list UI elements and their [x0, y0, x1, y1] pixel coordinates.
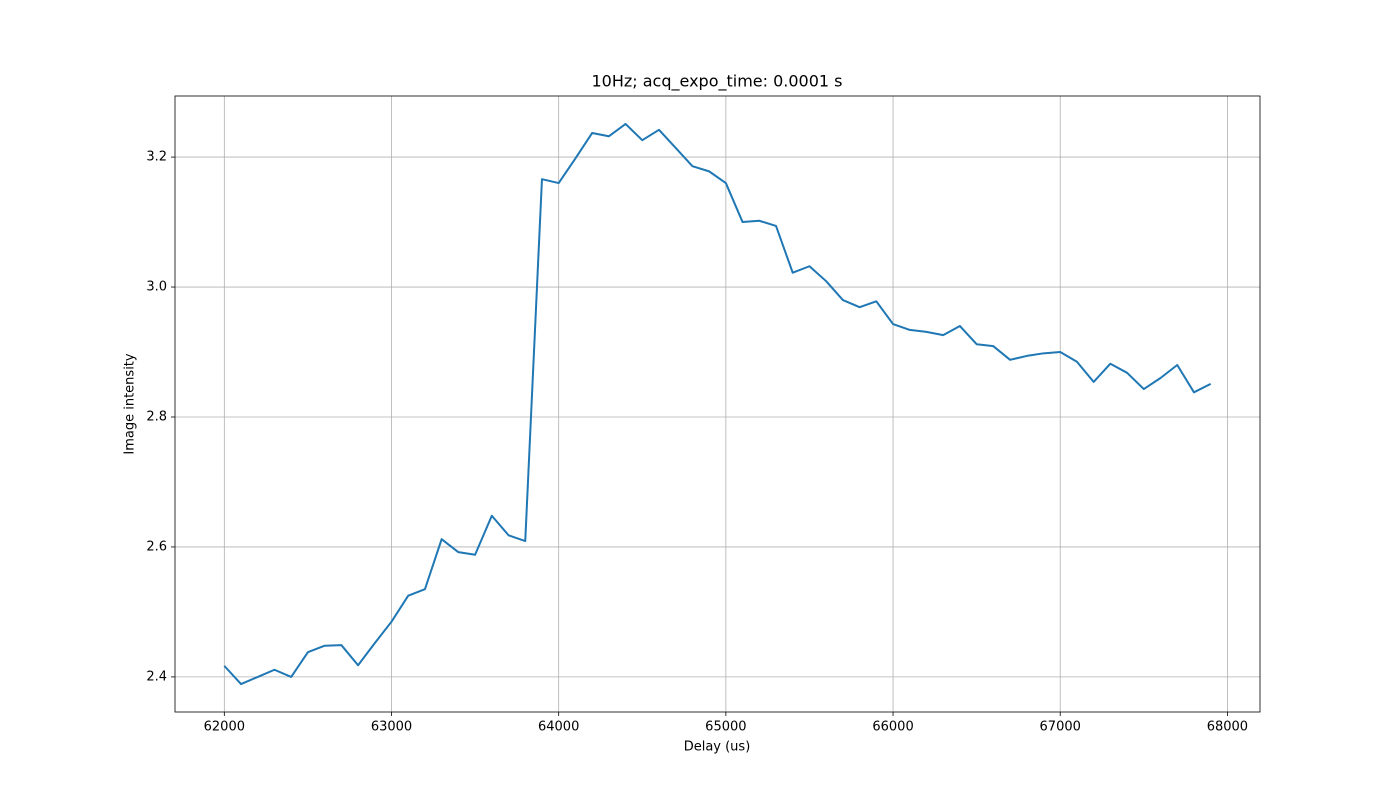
- x-tick-label: 68000: [1207, 720, 1248, 735]
- x-tick-label: 64000: [538, 720, 579, 735]
- x-tick-label: 67000: [1040, 720, 1081, 735]
- y-tick-label: 2.4: [146, 669, 167, 684]
- y-tick-label: 2.8: [146, 409, 167, 424]
- plot-frame: [174, 95, 1261, 713]
- y-tick-label: 3.2: [146, 150, 167, 165]
- y-tick-label: 2.6: [146, 539, 167, 554]
- x-axis-label: Delay (us): [684, 740, 751, 755]
- y-axis-label: Image intensity: [123, 353, 138, 455]
- x-tick-label: 65000: [705, 720, 746, 735]
- x-tick-label: 63000: [371, 720, 412, 735]
- y-tick-label: 3.0: [146, 280, 167, 295]
- data-line: [223, 122, 1212, 686]
- x-tick-label: 66000: [872, 720, 913, 735]
- chart-title: 10Hz; acq_expo_time: 0.0001 s: [591, 72, 842, 92]
- x-tick-label: 62000: [204, 720, 245, 735]
